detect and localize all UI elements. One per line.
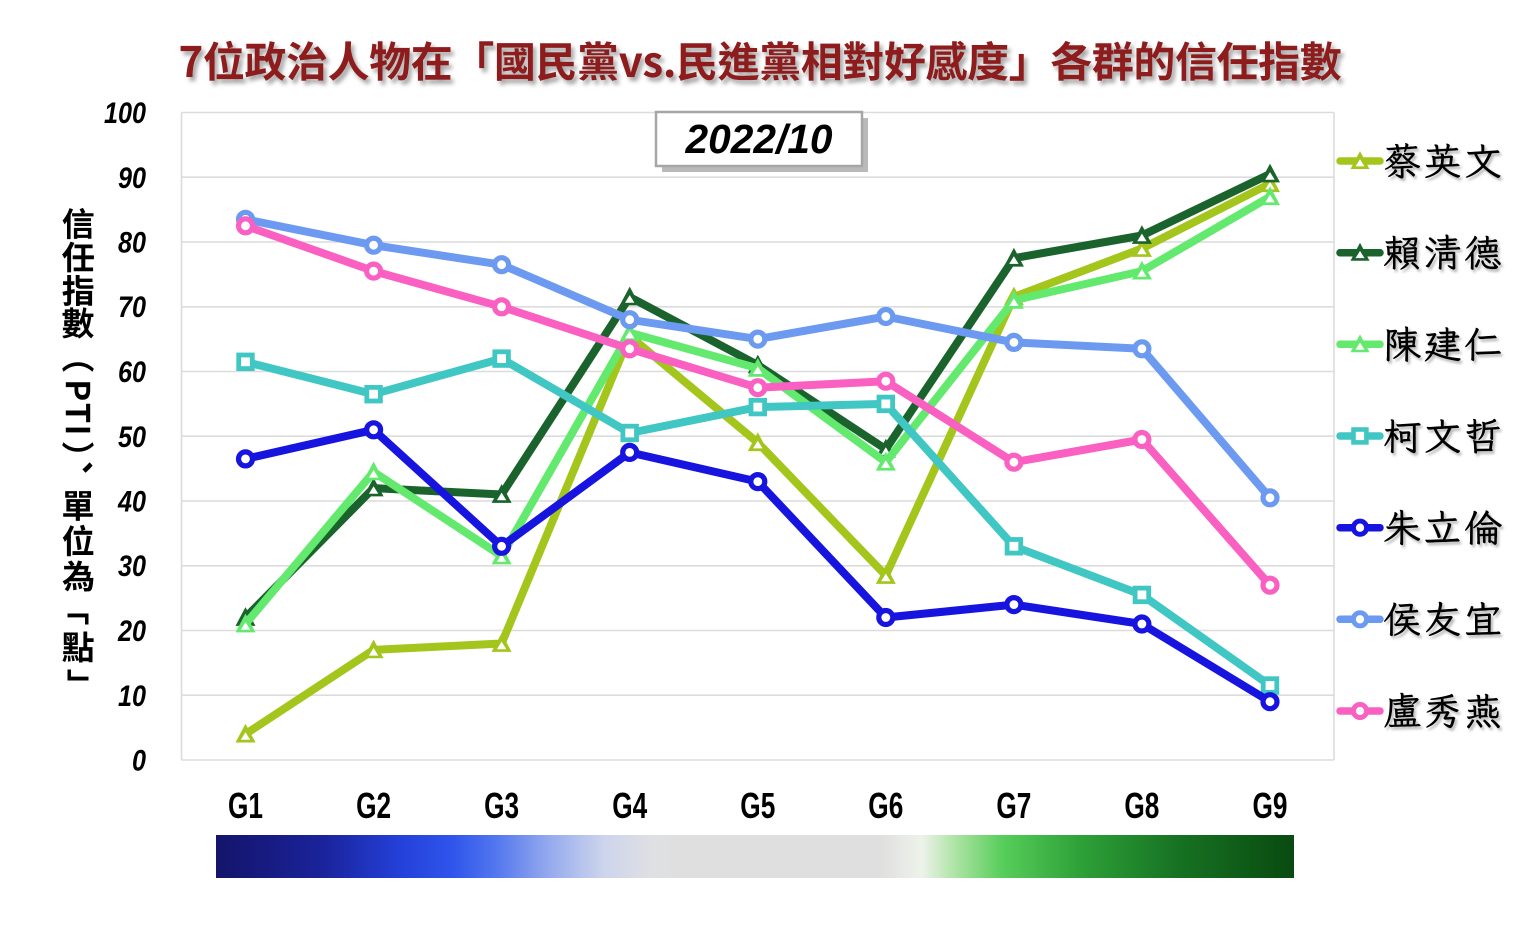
svg-text:G5: G5 xyxy=(740,785,775,826)
svg-text:G7: G7 xyxy=(996,785,1031,826)
svg-text:G1: G1 xyxy=(228,785,263,826)
svg-text:80: 80 xyxy=(118,227,146,260)
svg-text:100: 100 xyxy=(104,97,146,130)
svg-text:20: 20 xyxy=(117,615,146,648)
svg-text:G2: G2 xyxy=(356,785,391,826)
svg-text:G4: G4 xyxy=(612,785,647,826)
svg-text:30: 30 xyxy=(118,550,146,583)
svg-text:G3: G3 xyxy=(484,785,519,826)
svg-text:G6: G6 xyxy=(868,785,903,826)
svg-text:40: 40 xyxy=(117,486,146,519)
svg-text:2022/10: 2022/10 xyxy=(685,116,833,162)
svg-text:10: 10 xyxy=(118,680,146,713)
svg-text:0: 0 xyxy=(132,745,146,778)
svg-text:60: 60 xyxy=(118,356,146,389)
svg-text:70: 70 xyxy=(118,291,146,324)
svg-text:90: 90 xyxy=(118,162,146,195)
svg-text:G9: G9 xyxy=(1253,785,1288,826)
svg-text:G8: G8 xyxy=(1124,785,1159,826)
svg-text:50: 50 xyxy=(118,421,146,454)
